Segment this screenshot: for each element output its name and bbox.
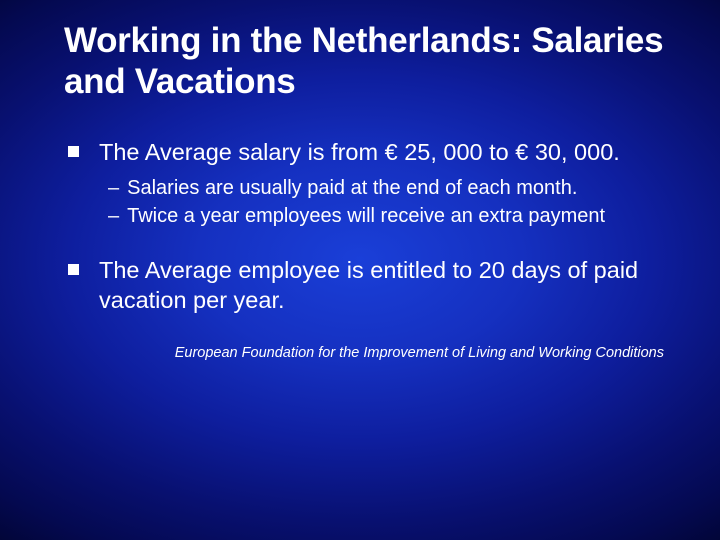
square-bullet-icon — [68, 264, 79, 275]
bullet-text: The Average employee is entitled to 20 d… — [99, 255, 670, 315]
square-bullet-icon — [68, 146, 79, 157]
bullet-text: The Average salary is from € 25, 000 to … — [99, 137, 620, 167]
sub-item: – Twice a year employees will receive an… — [108, 203, 670, 229]
citation-text: European Foundation for the Improvement … — [68, 345, 670, 361]
sub-text: Salaries are usually paid at the end of … — [127, 175, 577, 201]
slide-title: Working in the Netherlands: Salaries and… — [64, 20, 670, 103]
sub-text: Twice a year employees will receive an e… — [127, 203, 605, 229]
slide: Working in the Netherlands: Salaries and… — [0, 0, 720, 540]
sub-item: – Salaries are usually paid at the end o… — [108, 175, 670, 201]
sub-list: – Salaries are usually paid at the end o… — [108, 175, 670, 229]
dash-bullet-icon: – — [108, 203, 119, 229]
bullet-item: The Average employee is entitled to 20 d… — [68, 255, 670, 315]
dash-bullet-icon: – — [108, 175, 119, 201]
bullet-item: The Average salary is from € 25, 000 to … — [68, 137, 670, 167]
slide-body: The Average salary is from € 25, 000 to … — [64, 137, 670, 361]
